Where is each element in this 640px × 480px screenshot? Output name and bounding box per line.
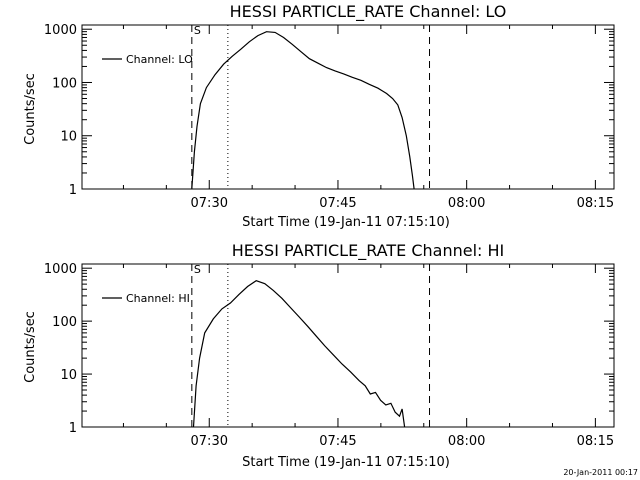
hi-x-tick-label: 08:00 xyxy=(448,434,485,449)
lo-legend-label: Channel: LO xyxy=(126,53,193,66)
lo-y-axis-title: Counts/sec xyxy=(23,73,38,145)
lo-chart-title: HESSI PARTICLE_RATE Channel: LO xyxy=(230,2,507,22)
hi-y-tick-label: 1 xyxy=(69,421,77,436)
lo-x-tick-label: 07:45 xyxy=(319,196,356,211)
lo-x-axis-title: Start Time (19-Jan-11 07:15:10) xyxy=(242,215,450,230)
hi-chart-title: HESSI PARTICLE_RATE Channel: HI xyxy=(232,241,505,261)
hi-x-tick-label: 07:45 xyxy=(319,434,356,449)
lo-marker-label: S xyxy=(194,24,201,37)
hi-series-line xyxy=(192,280,406,428)
lo-y-tick-label: 10 xyxy=(60,130,77,145)
hi-x-axis-title: Start Time (19-Jan-11 07:15:10) xyxy=(242,455,450,470)
lo-y-tick-label: 1 xyxy=(69,183,77,198)
hi-y-tick-label: 1000 xyxy=(44,262,77,277)
lo-series-line xyxy=(191,31,415,190)
lo-x-tick-label: 07:30 xyxy=(191,196,228,211)
lo-y-tick-label: 1000 xyxy=(44,23,77,38)
lo-x-tick-label: 08:00 xyxy=(448,196,485,211)
hi-x-tick-label: 08:15 xyxy=(577,434,614,449)
hi-x-tick-label: 07:30 xyxy=(191,434,228,449)
hi-marker-label: S xyxy=(194,263,201,276)
hi-plot-frame xyxy=(81,263,615,428)
lo-chart-marks: 1 10 100 1000 07:30 07:45 08:00 08:15 S xyxy=(44,23,615,211)
lo-x-tick-label: 08:15 xyxy=(577,196,614,211)
hi-channel-panel: HESSI PARTICLE_RATE Channel: HI Counts/s… xyxy=(23,241,615,470)
lo-plot-frame xyxy=(81,24,615,190)
hi-y-tick-label: 10 xyxy=(60,368,77,383)
hi-y-axis-title: Counts/sec xyxy=(23,311,38,383)
lo-channel-panel: HESSI PARTICLE_RATE Channel: LO Counts/s… xyxy=(23,2,615,230)
hi-chart-marks: 1 10 100 1000 07:30 07:45 08:00 08:15 S xyxy=(44,262,615,449)
hi-legend-label: Channel: HI xyxy=(126,292,190,305)
hi-y-tick-label: 100 xyxy=(52,315,77,330)
footer-timestamp: 20-Jan-2011 00:17 xyxy=(563,468,638,477)
lo-y-tick-label: 100 xyxy=(52,76,77,91)
